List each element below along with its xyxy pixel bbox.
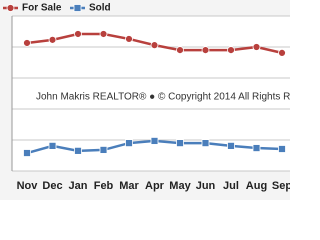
data-point xyxy=(150,41,159,50)
data-point xyxy=(99,146,108,154)
data-point xyxy=(252,43,261,51)
chart: John Makris REALTOR® ● © Copyright 2014 … xyxy=(0,0,320,200)
data-point xyxy=(23,149,31,157)
legend-marker xyxy=(6,4,15,12)
legend-label: Sold xyxy=(89,3,111,14)
data-point xyxy=(176,46,184,54)
x-tick-label: Feb xyxy=(94,180,114,192)
watermark: John Makris REALTOR® ● © Copyright 2014 … xyxy=(36,92,290,103)
x-tick-label: Jun xyxy=(196,180,216,192)
data-point xyxy=(227,46,235,54)
x-tick-label: Apr xyxy=(145,180,165,192)
data-point xyxy=(227,141,235,150)
x-tick-label: Jan xyxy=(69,180,88,192)
data-point xyxy=(278,145,286,153)
x-tick-label: Jul xyxy=(223,180,239,192)
data-point xyxy=(150,137,159,145)
data-point xyxy=(74,30,82,38)
data-point xyxy=(74,146,82,155)
x-tick-label: Aug xyxy=(246,180,267,192)
data-point xyxy=(48,141,57,150)
data-point xyxy=(176,139,184,148)
legend-marker xyxy=(73,4,82,12)
data-point xyxy=(48,35,57,44)
x-tick-label: Sep xyxy=(272,180,290,192)
x-tick-label: Nov xyxy=(17,180,39,192)
x-tick-label: Mar xyxy=(119,180,139,192)
data-point xyxy=(125,35,133,43)
x-tick-label: Dec xyxy=(42,180,62,192)
x-tick-label: May xyxy=(169,180,191,192)
data-point xyxy=(23,39,31,47)
data-point xyxy=(201,139,210,148)
legend-label: For Sale xyxy=(22,3,62,14)
data-point xyxy=(125,139,133,148)
plot-area xyxy=(12,16,290,171)
data-point xyxy=(201,46,210,54)
data-point xyxy=(278,48,286,57)
data-point xyxy=(99,30,108,38)
data-point xyxy=(252,144,261,152)
